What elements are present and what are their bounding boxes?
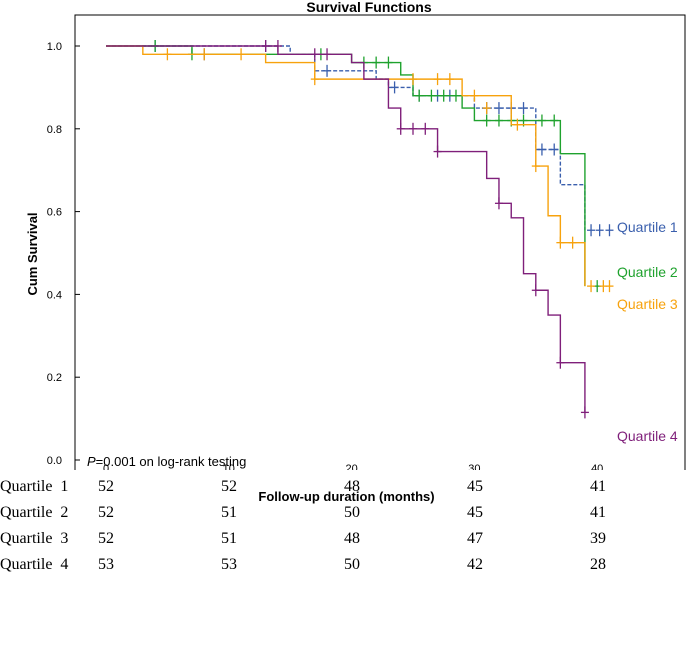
risk-count: 48 — [344, 530, 360, 547]
risk-row-quartile-4: Quartile 4 53 53 50 42 28 — [0, 556, 693, 582]
x-tick-label: 0 — [103, 463, 109, 470]
risk-count: 51 — [221, 530, 237, 547]
risk-count: 50 — [344, 504, 360, 521]
risk-count: 48 — [344, 478, 360, 495]
risk-count: 41 — [590, 478, 606, 495]
y-tick-label: 0.4 — [47, 289, 62, 301]
y-axis-title: Cum Survival — [25, 212, 40, 295]
x-tick-label: 20 — [345, 463, 357, 470]
y-tick-label: 0.8 — [47, 124, 62, 136]
x-tick-label: 10 — [223, 463, 235, 470]
risk-row-quartile-1: Quartile 1 52 52 48 45 41 — [0, 478, 693, 504]
series-label-quartile-1: Quartile 1 — [617, 219, 678, 235]
risk-count: 45 — [467, 504, 483, 521]
risk-count: 51 — [221, 504, 237, 521]
risk-count: 45 — [467, 478, 483, 495]
log-rank-annotation: P=0.001 on log-rank testing — [87, 454, 246, 469]
series-label-quartile-4: Quartile 4 — [617, 428, 678, 444]
risk-count: 53 — [221, 556, 237, 573]
risk-row-label: Quartile 4 — [0, 556, 69, 573]
risk-count: 50 — [344, 556, 360, 573]
risk-count: 42 — [467, 556, 483, 573]
y-tick-label: 0.6 — [47, 207, 62, 219]
survival-chart: Survival Functions Cum Survival 0.0 0.2 0.… — [25, 0, 686, 470]
risk-row-quartile-3: Quartile 3 52 51 48 47 39 — [0, 530, 693, 556]
plot-frame — [74, 14, 686, 470]
risk-count: 52 — [98, 530, 114, 547]
p-value-text: =0.001 on log-rank testing — [96, 454, 247, 469]
number-at-risk-table: Quartile 1 52 52 48 45 41 Quartile 2 52 51 50 45 41… — [0, 478, 693, 582]
x-tick-label: 30 — [468, 463, 480, 470]
risk-count: 47 — [467, 530, 483, 547]
risk-row-label: Quartile 2 — [0, 504, 69, 521]
series-label-quartile-3: Quartile 3 — [617, 296, 678, 312]
risk-count: 28 — [590, 556, 606, 573]
y-tick-label: 0.0 — [47, 455, 62, 467]
survival-curve-quartile-3 — [106, 45, 586, 287]
risk-count: 52 — [98, 504, 114, 521]
y-tick-label: 1.0 — [47, 41, 62, 53]
risk-count: 52 — [98, 478, 114, 495]
y-tick-label: 0.2 — [47, 372, 62, 384]
risk-count: 52 — [221, 478, 237, 495]
risk-row-label: Quartile 1 — [0, 478, 69, 495]
survival-curve-quartile-2 — [106, 45, 586, 287]
risk-count: 39 — [590, 530, 606, 547]
risk-count: 53 — [98, 556, 114, 573]
x-axis-title: Follow-up duration (months) — [258, 489, 435, 504]
x-tick-label: 40 — [591, 463, 603, 470]
risk-row-quartile-2: Quartile 2 52 51 50 45 41 — [0, 504, 693, 530]
chart-title: Survival Functions — [306, 0, 431, 15]
survival-curve-quartile-1 — [106, 45, 586, 231]
risk-row-label: Quartile 3 — [0, 530, 69, 547]
series-label-quartile-2: Quartile 2 — [617, 264, 678, 280]
risk-count: 41 — [590, 504, 606, 521]
survival-curve-quartile-4 — [106, 45, 586, 413]
p-symbol: P — [87, 454, 96, 469]
